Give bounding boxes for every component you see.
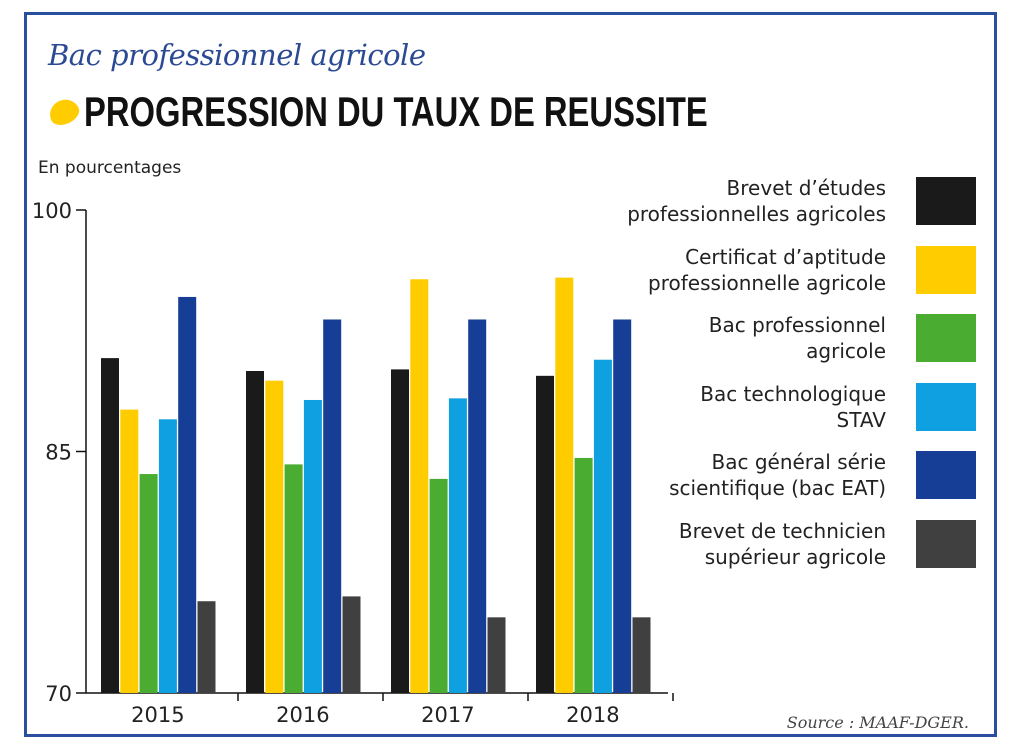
chart-title: PROGRESSION DU TAUX DE REUSSITE <box>84 88 708 135</box>
bar <box>139 474 158 693</box>
legend-label: Bac général série scientifique (bac EAT) <box>669 450 886 501</box>
legend-swatch <box>916 177 976 225</box>
bar <box>487 617 506 693</box>
x-tick-label: 2015 <box>131 703 184 727</box>
legend-swatch <box>916 314 976 363</box>
bar <box>158 419 177 693</box>
legend-swatch <box>916 245 976 294</box>
bar <box>429 478 448 693</box>
bar <box>342 596 361 693</box>
legend-item: Bac technologique STAV <box>586 382 976 432</box>
legend-label: Bac professionnel agricole <box>708 313 886 364</box>
y-tick-label: 100 <box>32 199 72 223</box>
legend-label: Bac technologique STAV <box>700 381 886 432</box>
bar <box>197 601 216 693</box>
x-tick-label: 2018 <box>566 703 619 727</box>
y-tick-label: 70 <box>45 682 72 706</box>
legend-swatch <box>916 382 976 431</box>
bar <box>410 279 429 693</box>
bar <box>555 277 574 693</box>
legend-item: Certificat d’aptitude professionnelle ag… <box>586 245 976 295</box>
x-tick-label: 2017 <box>421 703 474 727</box>
bar <box>613 319 632 693</box>
bar <box>468 319 487 693</box>
legend-label: Certificat d’aptitude professionnelle ag… <box>648 244 886 295</box>
legend-item: Bac professionnel agricole <box>586 313 976 363</box>
bar <box>246 371 264 693</box>
legend-item: Bac général série scientifique (bac EAT) <box>586 450 976 500</box>
legend-item: Brevet de technicien supérieur agricole <box>586 519 976 569</box>
legend-swatch <box>916 520 976 568</box>
bar <box>265 380 284 693</box>
bar <box>303 399 322 693</box>
legend-item: Brevet d’études professionnelles agricol… <box>586 176 976 226</box>
bar <box>536 375 554 693</box>
bar <box>178 296 197 693</box>
legend-swatch <box>916 451 976 500</box>
chart-frame <box>24 12 997 737</box>
chart-subtitle: Bac professionnel agricole <box>48 38 426 72</box>
bar <box>632 617 651 693</box>
bar <box>101 358 119 693</box>
legend-label: Brevet de technicien supérieur agricole <box>678 519 886 569</box>
legend-label: Brevet d’études professionnelles agricol… <box>627 176 886 226</box>
bar <box>284 464 303 693</box>
bar <box>323 319 342 693</box>
bar <box>448 398 467 693</box>
bar <box>120 409 139 693</box>
bar <box>593 359 612 693</box>
bar <box>391 369 409 693</box>
bar <box>574 457 593 693</box>
source-note: Source : MAAF-DGER. <box>786 713 969 732</box>
units-label: En pourcentages <box>38 158 182 178</box>
x-tick-label: 2016 <box>276 703 329 727</box>
y-tick-label: 85 <box>45 441 72 465</box>
